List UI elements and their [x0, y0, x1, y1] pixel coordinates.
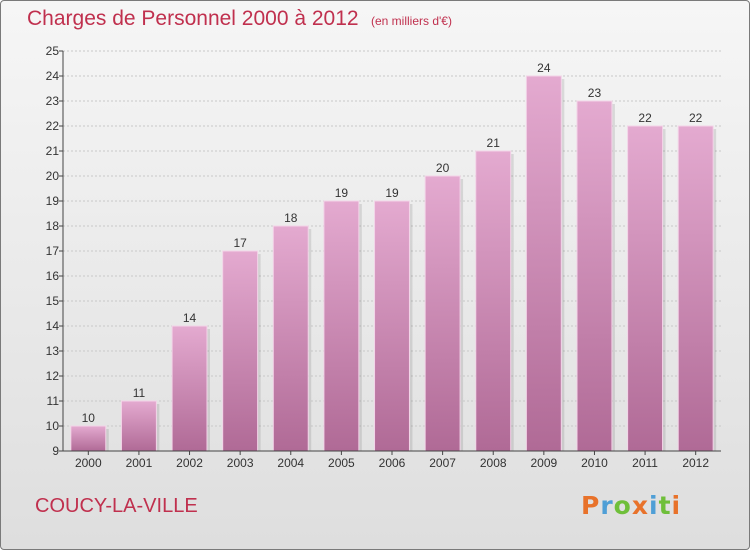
y-tick-label: 18 — [46, 219, 60, 233]
bar-2008[interactable] — [475, 150, 512, 452]
y-tick-label: 11 — [47, 394, 60, 408]
y-tick-label: 16 — [46, 269, 60, 283]
x-tick-label-2002: 2002 — [176, 456, 203, 470]
x-tick-label-2001: 2001 — [126, 456, 153, 470]
y-tick-label: 24 — [46, 69, 60, 83]
x-tick-label-2006: 2006 — [379, 456, 406, 470]
data-label-2007: 20 — [436, 161, 450, 175]
logo-letter: i — [649, 491, 659, 520]
x-tick-label-2004: 2004 — [277, 456, 304, 470]
bar-2001[interactable] — [120, 400, 157, 452]
logo-letter: o — [613, 491, 632, 520]
bar-2002[interactable] — [171, 325, 208, 452]
x-tick-label-2008: 2008 — [480, 456, 507, 470]
proxiti-logo[interactable]: Proxiti — [581, 491, 681, 520]
bar-2005[interactable] — [323, 200, 360, 452]
place-name: COUCY-LA-VILLE — [35, 495, 198, 517]
y-tick-label: 14 — [46, 319, 60, 333]
data-label-2011: 22 — [638, 111, 652, 125]
data-label-2001: 11 — [133, 386, 146, 400]
x-tick-label-2007: 2007 — [429, 456, 456, 470]
bar-2012[interactable] — [677, 125, 714, 452]
data-label-2008: 21 — [487, 136, 501, 150]
x-tick-label-2005: 2005 — [328, 456, 355, 470]
data-label-2004: 18 — [284, 211, 298, 225]
logo-letter: P — [581, 491, 601, 520]
data-label-2002: 14 — [183, 311, 197, 325]
data-label-2003: 17 — [233, 236, 247, 250]
data-label-2006: 19 — [385, 186, 399, 200]
bar-2006[interactable] — [374, 200, 410, 452]
y-tick-label: 9 — [52, 444, 59, 458]
y-tick-label: 10 — [46, 419, 60, 433]
data-label-2009: 24 — [537, 61, 551, 75]
bar-2004[interactable] — [272, 225, 309, 452]
data-label-2010: 23 — [588, 86, 602, 100]
data-label-2012: 22 — [689, 111, 703, 125]
y-tick-label: 22 — [46, 119, 60, 133]
bar-2007[interactable] — [424, 175, 461, 452]
x-tick-label-2009: 2009 — [530, 456, 557, 470]
bar-2010[interactable] — [576, 100, 613, 452]
y-tick-label: 17 — [46, 244, 60, 258]
y-tick-label: 12 — [46, 369, 60, 383]
bar-2011[interactable] — [627, 125, 664, 452]
x-tick-label-2012: 2012 — [682, 456, 709, 470]
bar-2000[interactable] — [70, 425, 107, 452]
y-tick-label: 23 — [46, 94, 60, 108]
x-tick-label-2011: 2011 — [632, 456, 658, 470]
bar-2003[interactable] — [222, 250, 259, 452]
y-tick-label: 13 — [46, 344, 60, 358]
x-tick-label-2010: 2010 — [581, 456, 608, 470]
logo-letter: x — [631, 491, 649, 520]
chart-subtitle: (en milliers d'€) — [371, 14, 452, 28]
axes: 9 10 11 12 13 14 15 16 17 18 19 20 21 22 23 24 25 2000 200… — [46, 44, 721, 470]
x-tick-label-2000: 2000 — [75, 456, 102, 470]
y-tick-label: 25 — [46, 44, 60, 58]
y-tick-label: 20 — [46, 169, 60, 183]
bar-2009[interactable] — [525, 75, 562, 452]
y-tick-label: 21 — [46, 144, 60, 158]
y-tick-label: 19 — [46, 194, 60, 208]
bars: 10 11 14 17 18 19 19 20 21 24 23 22 22 — [70, 61, 717, 452]
data-label-2000: 10 — [82, 411, 96, 425]
logo-letter: t — [658, 491, 672, 520]
data-label-2005: 19 — [335, 186, 349, 200]
logo-letter: i — [671, 491, 682, 520]
y-tick-label: 15 — [46, 294, 60, 308]
x-tick-label-2003: 2003 — [227, 456, 254, 470]
chart-title: Charges de Personnel 2000 à 2012 — [27, 7, 359, 30]
logo-letter: r — [600, 491, 614, 520]
